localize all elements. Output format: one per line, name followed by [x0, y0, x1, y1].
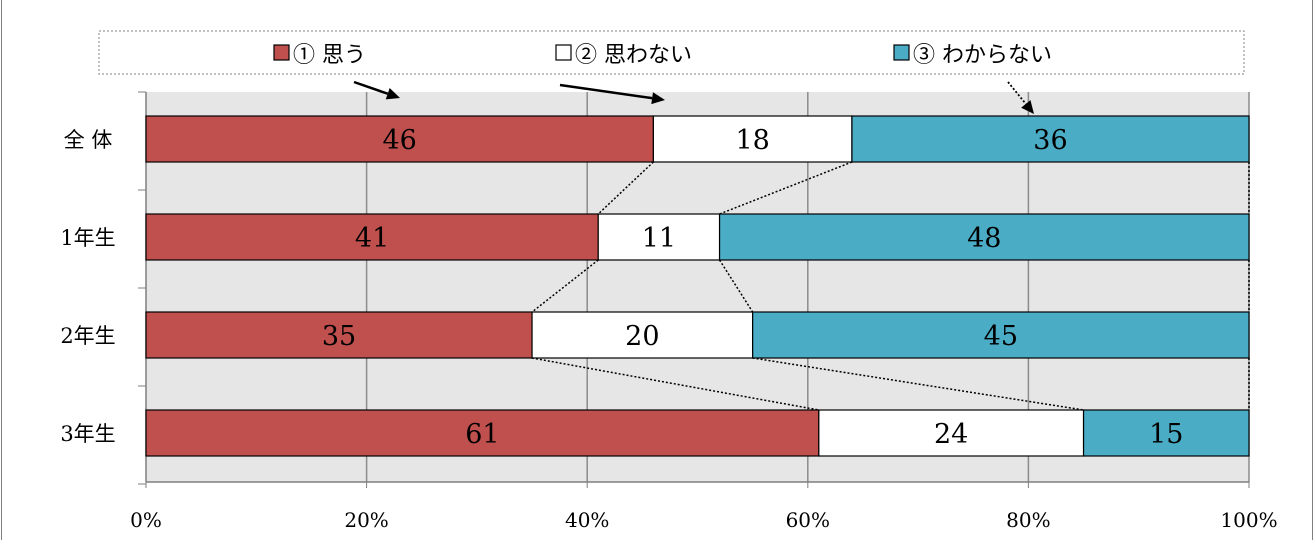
bar-segment: [1082, 409, 1250, 457]
bar-segment: [145, 213, 599, 261]
arrow-2: [559, 83, 653, 100]
bar-segment: [851, 115, 1250, 163]
data-label: 18: [735, 125, 769, 156]
arrow-2-head: [651, 92, 665, 105]
category-label: 2年生: [60, 324, 115, 348]
bar-segment: [145, 311, 533, 359]
data-label: 24: [934, 419, 968, 450]
data-label: 36: [1033, 125, 1067, 156]
bar-segment: [531, 311, 754, 359]
legend-box: [98, 30, 1245, 75]
series-connector-line: [597, 161, 654, 215]
data-label: 15: [1149, 419, 1183, 450]
category-label: 1年生: [60, 226, 115, 250]
legend-swatch: [555, 44, 572, 61]
x-tick-label: 20%: [344, 508, 388, 532]
x-tick-label: 0%: [130, 508, 162, 532]
data-label: 46: [383, 125, 417, 156]
legend-swatch: [273, 44, 290, 61]
legend-label: ② 思わない: [575, 43, 692, 68]
arrow-1: [353, 80, 389, 95]
data-label: 48: [967, 223, 1001, 254]
data-label: 11: [642, 223, 676, 254]
bar-segment: [652, 115, 853, 163]
legend-label: ① 思う: [293, 43, 366, 68]
x-tick-label: 40%: [565, 508, 609, 532]
bar-segment: [145, 115, 654, 163]
series-connector-line: [531, 357, 819, 411]
bar-segment: [597, 213, 721, 261]
data-label: 20: [625, 321, 659, 352]
bar-segment: [145, 409, 820, 457]
arrow-3-head: [1021, 100, 1034, 114]
data-label: 45: [984, 321, 1018, 352]
arrow-1-head: [385, 88, 400, 100]
arrow-3: [1007, 81, 1027, 105]
data-label: 41: [355, 223, 389, 254]
x-tick-label: 60%: [786, 508, 830, 532]
x-tick-label: 80%: [1006, 508, 1050, 532]
legend-label: ③ わからない: [913, 43, 1052, 68]
category-label: 3年生: [60, 422, 115, 446]
bar-segment: [718, 213, 1250, 261]
bar-segment: [752, 311, 1250, 359]
bar-segment: [818, 409, 1085, 457]
data-label: 61: [465, 419, 499, 450]
data-label: 35: [322, 321, 356, 352]
x-tick-label: 100%: [1220, 508, 1277, 532]
legend-swatch: [893, 44, 910, 61]
category-label: 全 体: [64, 128, 113, 152]
